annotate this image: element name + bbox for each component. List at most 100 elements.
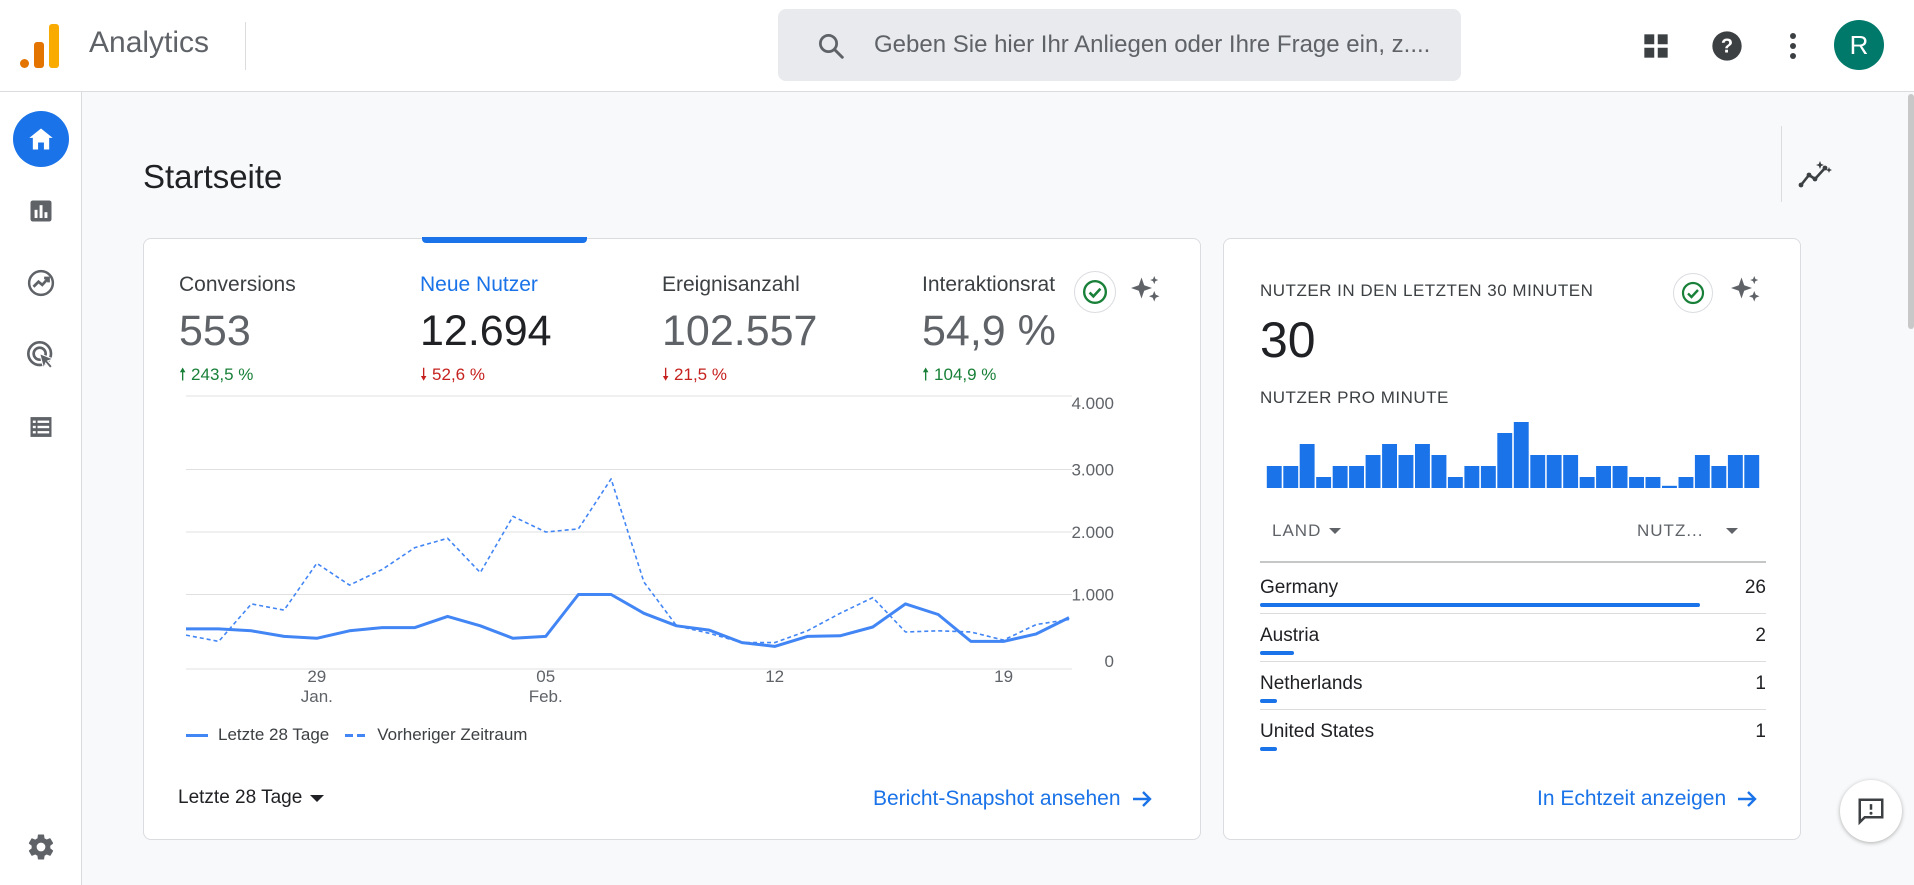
app-title: Analytics	[89, 26, 210, 59]
legend-label-previous: Vorheriger Zeitraum	[377, 725, 528, 744]
metric-tab-engagement-rate[interactable]: Interaktionsrat 54,9 % 🠕 104,9 %	[922, 273, 1062, 391]
minute-bar	[1513, 422, 1529, 488]
date-range-dropdown[interactable]: Letzte 28 Tage	[178, 787, 325, 809]
metric-tab-new-users[interactable]: Neue Nutzer 12.694 🠗 52,6 %	[420, 273, 552, 391]
column-header-users[interactable]: NUTZ...	[1637, 521, 1738, 541]
table-row[interactable]: United States 1	[1260, 709, 1766, 757]
title-divider	[245, 22, 246, 70]
user-count: 26	[1744, 577, 1766, 598]
metric-label: Interaktionsrat	[922, 273, 1056, 296]
x-tick-label: 19	[994, 667, 1013, 686]
data-quality-button[interactable]	[1074, 271, 1116, 313]
users-per-minute-chart	[1266, 422, 1760, 488]
minute-bar	[1612, 466, 1628, 488]
minute-bar	[1678, 477, 1694, 488]
metric-change-value: 21,5 %	[674, 365, 727, 384]
sparkle-icon[interactable]	[1128, 273, 1164, 314]
metric-value: 553	[179, 307, 251, 355]
view-snapshot-label: Bericht-Snapshot ansehen	[873, 787, 1121, 810]
sidebar-item-admin[interactable]	[13, 819, 69, 875]
arrow-down-icon: 🠗	[420, 365, 428, 384]
table-row[interactable]: Netherlands 1	[1260, 661, 1766, 709]
country-name: Netherlands	[1260, 673, 1363, 694]
svg-text:?: ?	[1721, 36, 1733, 58]
search-input[interactable]	[874, 27, 1444, 63]
realtime-title: NUTZER IN DEN LETZTEN 30 MINUTEN	[1260, 281, 1594, 300]
x-tick-label-month: Jan.	[301, 687, 333, 706]
share-bar	[1260, 747, 1277, 751]
search-bar[interactable]	[778, 9, 1461, 81]
minute-bar	[1283, 466, 1299, 488]
minute-bar	[1266, 466, 1282, 488]
list-icon	[30, 417, 52, 437]
x-tick-label: 05	[536, 667, 555, 686]
sidebar-item-reports[interactable]	[13, 183, 69, 239]
sidebar-item-advertising[interactable]	[13, 327, 69, 383]
sort-arrow-icon	[1725, 528, 1738, 534]
table-row[interactable]: Germany 26	[1260, 565, 1766, 613]
metric-tab-event-count[interactable]: Ereignisanzahl 102.557 🠗 21,5 %	[662, 273, 817, 391]
table-row[interactable]: Austria 2	[1260, 613, 1766, 661]
user-count: 2	[1755, 625, 1766, 646]
minute-bar	[1382, 444, 1397, 488]
sidebar-item-configure[interactable]	[13, 399, 69, 455]
sidebar-item-home[interactable]	[13, 111, 69, 167]
feedback-button[interactable]	[1840, 780, 1902, 842]
help-icon[interactable]: ?	[1707, 26, 1747, 66]
y-tick-label: 2.000	[1071, 523, 1114, 542]
series-line-previous	[185, 478, 1070, 644]
row-divider	[1260, 661, 1766, 662]
metric-change: 🠗 21,5 %	[662, 362, 817, 391]
minute-bar	[1744, 455, 1760, 488]
insights-button[interactable]	[1798, 158, 1834, 195]
metric-label: Ereignisanzahl	[662, 273, 800, 296]
check-circle-icon	[1082, 279, 1108, 305]
arrow-right-icon	[1738, 791, 1757, 807]
sparkle-icon[interactable]	[1728, 273, 1764, 314]
minute-bar	[1629, 477, 1644, 488]
metric-change: 🠕 104,9 %	[922, 362, 1062, 391]
minute-bar	[1662, 485, 1677, 488]
country-name: Austria	[1260, 625, 1320, 646]
y-tick-label: 4.000	[1071, 394, 1114, 413]
x-tick-label: 29	[307, 667, 326, 686]
bar-chart-icon	[30, 200, 52, 222]
column-header-users-label: NUTZ...	[1637, 521, 1704, 540]
check-circle-icon	[1681, 281, 1705, 305]
avatar[interactable]: R	[1834, 20, 1884, 70]
page-scrollbar[interactable]	[1908, 94, 1914, 329]
view-snapshot-link[interactable]: Bericht-Snapshot ansehen	[873, 787, 1153, 811]
column-header-country[interactable]: LAND	[1272, 521, 1342, 541]
metric-tab-conversions[interactable]: Conversions 553 🠕 243,5 %	[179, 273, 296, 391]
minute-bar	[1596, 466, 1611, 488]
analytics-logo[interactable]	[20, 22, 60, 68]
metric-label: Neue Nutzer	[420, 273, 538, 296]
metric-change-value: 52,6 %	[432, 365, 485, 384]
view-realtime-link[interactable]: In Echtzeit anzeigen	[1537, 787, 1758, 811]
user-count: 1	[1755, 673, 1766, 694]
chart-legend: Letzte 28 Tage Vorheriger Zeitraum	[186, 725, 527, 745]
gear-icon	[28, 834, 54, 860]
realtime-data-quality-button[interactable]	[1673, 273, 1713, 313]
overview-card: Conversions 553 🠕 243,5 % Neue Nutzer 12…	[143, 237, 1201, 840]
realtime-users-value: 30	[1260, 312, 1316, 368]
minute-bar	[1316, 477, 1332, 488]
minute-bar	[1694, 455, 1710, 488]
sort-arrow-icon	[1329, 528, 1342, 534]
x-tick-label: 12	[765, 667, 784, 686]
sidebar-item-explore[interactable]	[13, 255, 69, 311]
apps-grid-icon[interactable]	[1636, 26, 1676, 66]
country-name: United States	[1260, 721, 1375, 742]
y-tick-label: 1.000	[1071, 586, 1114, 605]
legend-swatch-previous	[345, 733, 368, 737]
y-tick-label: 0	[1105, 652, 1114, 671]
insights-icon	[1798, 161, 1832, 188]
more-vert-icon[interactable]	[1773, 26, 1813, 66]
minute-bar	[1579, 477, 1595, 488]
arrow-right-icon	[1132, 791, 1152, 807]
selected-tab-indicator	[422, 237, 587, 243]
table-header-divider	[1260, 561, 1766, 563]
row-divider	[1260, 613, 1766, 614]
realtime-card: NUTZER IN DEN LETZTEN 30 MINUTEN 30 NUTZ…	[1223, 238, 1801, 840]
minute-bar	[1349, 466, 1364, 488]
